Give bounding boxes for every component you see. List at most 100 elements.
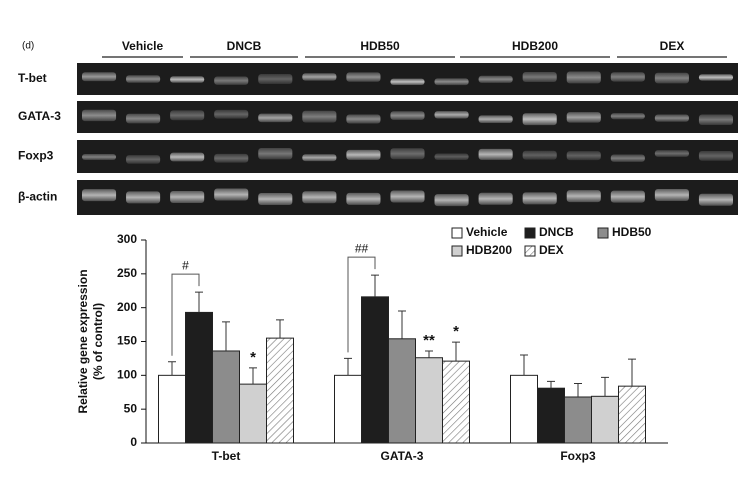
error-bar <box>520 354 528 376</box>
error-bar <box>168 361 176 376</box>
comparison-bracket <box>347 256 376 353</box>
legend-label: Vehicle <box>466 225 508 239</box>
significance-mark: * <box>250 349 256 366</box>
gel-band <box>214 76 249 85</box>
bar <box>537 387 565 444</box>
error-bar <box>195 291 203 313</box>
gel-band <box>126 191 161 204</box>
y-tick-label: 300 <box>117 232 137 246</box>
gel-band <box>170 110 205 121</box>
bar <box>591 395 619 444</box>
gel-band <box>610 190 645 203</box>
gel-band <box>346 114 381 124</box>
legend-label: DEX <box>539 243 564 257</box>
gel-band <box>566 190 601 203</box>
bar <box>185 311 213 444</box>
gel-row-label: Foxp3 <box>18 149 54 163</box>
gel-band <box>698 74 733 81</box>
gel-group-label: DNCB <box>227 39 262 53</box>
significance-mark: ** <box>423 332 435 349</box>
gel-band <box>566 71 601 84</box>
gel-band <box>82 153 117 161</box>
gel-band <box>478 192 513 205</box>
gel-band <box>654 114 689 122</box>
gel-band <box>346 72 381 82</box>
gel-band <box>390 78 425 85</box>
error-bar <box>398 310 406 339</box>
gel-band <box>302 73 337 81</box>
gel-image: Vehicle DNCB HDB50 HDB200 DEX T-bet GATA-3 Foxp… <box>18 39 738 215</box>
y-tick-label: 100 <box>117 368 137 382</box>
gel-band <box>434 153 469 160</box>
legend-swatch <box>597 227 609 239</box>
gel-band <box>434 194 469 207</box>
legend-label: HDB50 <box>612 225 652 239</box>
gel-band <box>82 109 117 122</box>
error-bar <box>344 357 352 376</box>
gel-band <box>522 113 557 126</box>
gel-band <box>610 154 645 162</box>
gel-band <box>258 113 293 123</box>
x-tick-label: T-bet <box>212 449 241 463</box>
bar <box>388 338 416 444</box>
gel-band <box>610 72 645 82</box>
panel-label: (d) <box>22 41 34 52</box>
gel-band <box>698 151 733 161</box>
significance-mark: * <box>453 323 459 340</box>
comparison-label: # <box>182 258 189 272</box>
gel-band <box>258 147 293 160</box>
gel-band <box>346 149 381 160</box>
gel-band <box>522 192 557 205</box>
error-bar <box>222 321 230 351</box>
y-tick-label: 250 <box>117 266 137 280</box>
error-bar <box>628 358 636 387</box>
gel-band <box>346 192 381 205</box>
y-tick-label: 50 <box>124 401 138 415</box>
bar <box>564 396 592 444</box>
gel-band <box>434 78 469 86</box>
comparison-bracket <box>171 273 200 356</box>
error-bar <box>574 382 582 397</box>
error-bar <box>276 319 284 339</box>
legend-swatch <box>524 227 536 239</box>
legend-label: DNCB <box>539 225 574 239</box>
error-bar <box>601 376 609 397</box>
bar <box>618 385 646 444</box>
gel-band <box>698 193 733 206</box>
gel-band <box>302 154 337 162</box>
gel-band <box>126 113 161 124</box>
x-tick-label: Foxp3 <box>560 449 596 463</box>
gel-band <box>214 153 249 163</box>
error-bar <box>371 274 379 297</box>
gel-band <box>654 72 689 84</box>
gel-band <box>170 152 205 162</box>
gel-band <box>698 114 733 125</box>
gel-group-label: Vehicle <box>122 39 164 53</box>
y-axis-label: Relative gene expression <box>76 269 90 413</box>
legend-swatch <box>451 227 463 239</box>
gel-band <box>258 74 293 84</box>
gel-band <box>214 109 249 119</box>
bar <box>266 337 294 444</box>
legend-swatch <box>524 245 536 257</box>
gel-band <box>302 191 337 204</box>
gel-row-label: β-actin <box>18 190 57 204</box>
error-bar <box>249 367 257 385</box>
gel-row-label: GATA-3 <box>18 109 61 123</box>
y-tick-label: 150 <box>117 334 137 348</box>
bar-chart: 0 50 100 150 200 250 300 Relative gene expressi… <box>76 225 668 463</box>
error-bar <box>452 341 460 362</box>
gel-group-label: DEX <box>660 39 685 53</box>
gel-band <box>522 150 557 160</box>
bar <box>415 357 443 444</box>
gel-band <box>214 188 249 201</box>
x-tick-label: GATA-3 <box>381 449 424 463</box>
y-tick-label: 200 <box>117 300 137 314</box>
comparison-label: ## <box>355 241 369 255</box>
bar <box>361 296 389 444</box>
gel-band <box>170 76 205 83</box>
gel-band <box>610 113 645 120</box>
gel-band <box>170 190 205 203</box>
gel-band <box>390 111 425 120</box>
